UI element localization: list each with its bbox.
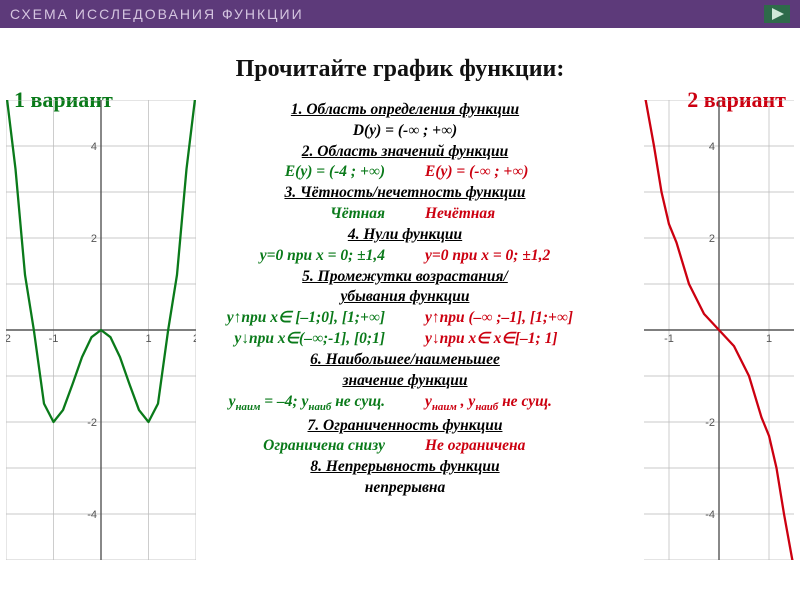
section-3-heading: 3. Чётность/нечетность функции: [110, 183, 700, 203]
section-4-heading: 4. Нули функции: [110, 225, 700, 245]
svg-text:-2: -2: [705, 417, 715, 429]
section-1-value: D(y) = (-∞ ; +∞): [110, 121, 700, 141]
section-8-value: непрерывна: [110, 478, 700, 498]
section-4-left: y=0 при x = 0; ±1,4: [205, 246, 385, 266]
svg-text:1: 1: [766, 333, 772, 345]
section-5-left-1: y↑при x∈ [–1;0], [1;+∞]: [205, 308, 385, 328]
next-slide-button[interactable]: [764, 5, 790, 23]
svg-text:-4: -4: [87, 509, 97, 521]
svg-text:2: 2: [91, 233, 97, 245]
svg-text:-2: -2: [87, 417, 97, 429]
header-bar: СХЕМА ИССЛЕДОВАНИЯ ФУНКЦИИ: [0, 0, 800, 28]
section-3-right: Нечётная: [425, 204, 605, 224]
section-6-right: yнаим , yнаиб не сущ.: [425, 392, 605, 415]
section-5-heading-2: убывания функции: [110, 287, 700, 307]
svg-text:4: 4: [91, 141, 97, 153]
section-7-right: Не ограничена: [425, 436, 605, 456]
svg-text:-4: -4: [705, 509, 715, 521]
section-7-left: Ограничена снизу: [205, 436, 385, 456]
section-5-right-1: y↑при (–∞ ;–1], [1;+∞]: [425, 308, 605, 328]
header-title: СХЕМА ИССЛЕДОВАНИЯ ФУНКЦИИ: [10, 6, 304, 22]
section-6-heading-2: значение функции: [110, 371, 700, 391]
section-8-heading: 8. Непрерывность функции: [110, 457, 700, 477]
section-4-right: y=0 при x = 0; ±1,2: [425, 246, 605, 266]
section-1-heading: 1. Область определения функции: [110, 100, 700, 120]
page-title: Прочитайте график функции:: [0, 56, 800, 83]
section-3-left: Чётная: [205, 204, 385, 224]
svg-text:-1: -1: [49, 333, 59, 345]
analysis-text: 1. Область определения функции D(y) = (-…: [110, 100, 700, 499]
section-2-left: E(y) = (-4 ; +∞): [205, 162, 385, 182]
section-2-heading: 2. Область значений функции: [110, 142, 700, 162]
section-5-left-2: y↓при x∈(–∞;-1], [0;1]: [205, 329, 385, 349]
section-7-heading: 7. Ограниченность функции: [110, 416, 700, 436]
svg-text:2: 2: [709, 233, 715, 245]
section-5-right-2: y↓при x∈ x∈[–1; 1]: [425, 329, 605, 349]
section-5-heading-1: 5. Промежутки возрастания/: [110, 267, 700, 287]
svg-text:-2: -2: [6, 333, 11, 345]
section-6-left: yнаим = –4; yнаиб не сущ.: [205, 392, 385, 415]
svg-text:4: 4: [709, 141, 715, 153]
section-2-right: E(y) = (-∞ ; +∞): [425, 162, 605, 182]
section-6-heading-1: 6. Наибольшее/наименьшее: [110, 350, 700, 370]
